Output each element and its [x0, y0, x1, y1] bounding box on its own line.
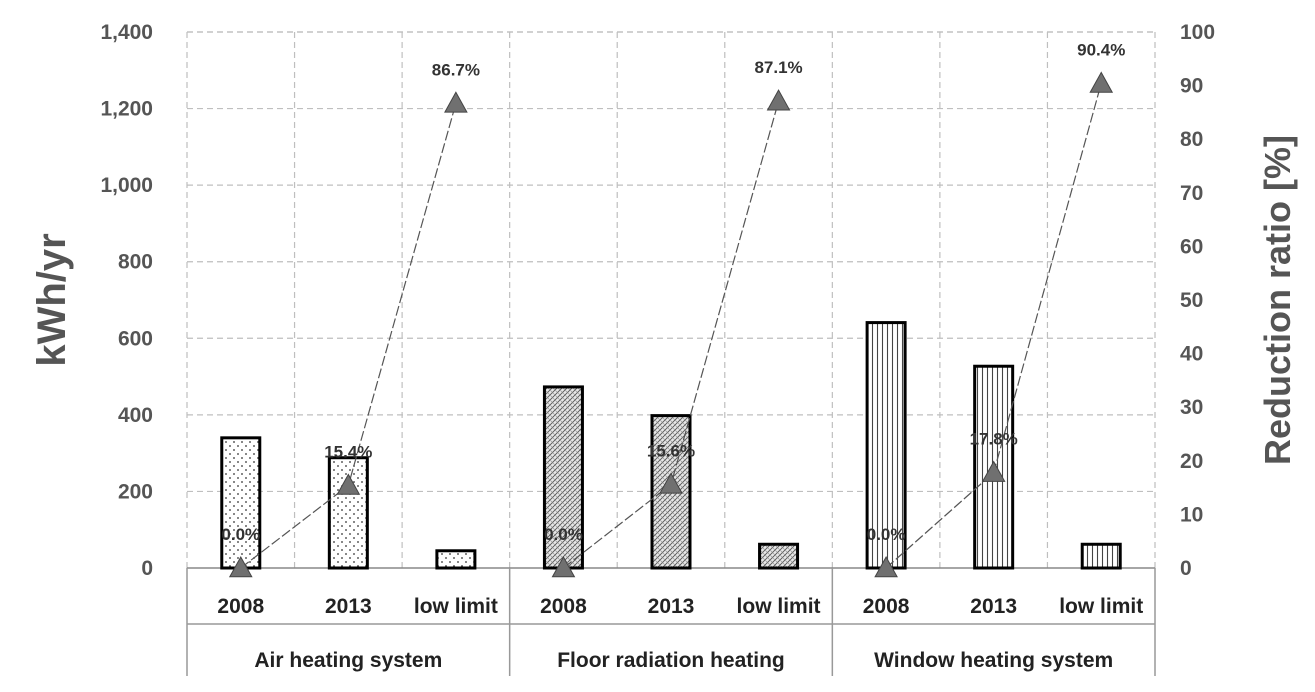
reduction-lines [228, 71, 1114, 578]
y-tick-label: 800 [118, 251, 153, 274]
y2-tick-label: 100 [1180, 21, 1215, 44]
data-label: 15.4% [324, 442, 372, 461]
data-label: 15.6% [647, 441, 695, 460]
triangle-marker [336, 473, 361, 495]
group-label: Window heating system [874, 649, 1113, 672]
data-label: 0.0% [867, 525, 906, 544]
category-label: 2008 [217, 595, 264, 618]
y2-axis-title: Reduction ratio [%] [1257, 135, 1298, 465]
category-label: 2013 [648, 595, 695, 618]
data-label: 87.1% [754, 58, 802, 77]
bar [542, 385, 584, 570]
y2-tick-label: 0 [1180, 557, 1192, 580]
bar [1080, 542, 1122, 570]
y2-tick-label: 30 [1180, 396, 1203, 419]
category-label: 2008 [863, 595, 910, 618]
triangle-marker [766, 89, 791, 111]
y-tick-label: 1,400 [100, 21, 153, 44]
category-label: low limit [1059, 595, 1143, 618]
y-tick-label: 400 [118, 404, 153, 427]
bar [435, 549, 477, 570]
y-tick-label: 1,200 [100, 98, 153, 121]
group-label: Air heating system [254, 649, 442, 672]
y-tick-label: 600 [118, 327, 153, 350]
triangle-marker [551, 555, 576, 578]
category-label: low limit [737, 595, 821, 618]
group-label: Floor radiation heating [557, 649, 785, 672]
y-tick-label: 200 [118, 480, 153, 503]
y-axis-title: kWh/yr [30, 233, 74, 366]
y2-tick-label: 70 [1180, 182, 1203, 205]
triangle-marker [1089, 71, 1114, 93]
bar [758, 542, 800, 570]
data-label: 17.8% [970, 430, 1018, 449]
triangle-marker [444, 91, 468, 113]
triangle-marker [228, 555, 253, 578]
data-label: 0.0% [544, 525, 583, 544]
triangle-marker [981, 460, 1006, 482]
y2-tick-label: 50 [1180, 289, 1203, 312]
y2-tick-label: 40 [1180, 343, 1203, 366]
category-label: low limit [414, 595, 498, 618]
data-label: 86.7% [432, 60, 480, 79]
bar [220, 436, 262, 570]
triangle-marker [874, 555, 898, 578]
y-tick-label: 0 [141, 557, 153, 580]
data-label: 0.0% [221, 525, 260, 544]
triangle-marker [659, 472, 683, 494]
category-label: 2013 [325, 595, 372, 618]
y2-tick-label: 80 [1180, 128, 1203, 151]
y2-tick-label: 60 [1180, 235, 1203, 258]
y2-tick-label: 10 [1180, 503, 1203, 526]
data-label: 90.4% [1077, 40, 1125, 59]
y-tick-label: 1,000 [100, 174, 153, 197]
category-label: 2013 [970, 595, 1017, 618]
labels: 0 200 400 600 800 1,000 1,200 1,400 0 10 20 30 40 50 6… [100, 21, 1215, 672]
y2-tick-label: 20 [1180, 450, 1203, 473]
y2-tick-label: 90 [1180, 75, 1203, 98]
category-label: 2008 [540, 595, 587, 618]
